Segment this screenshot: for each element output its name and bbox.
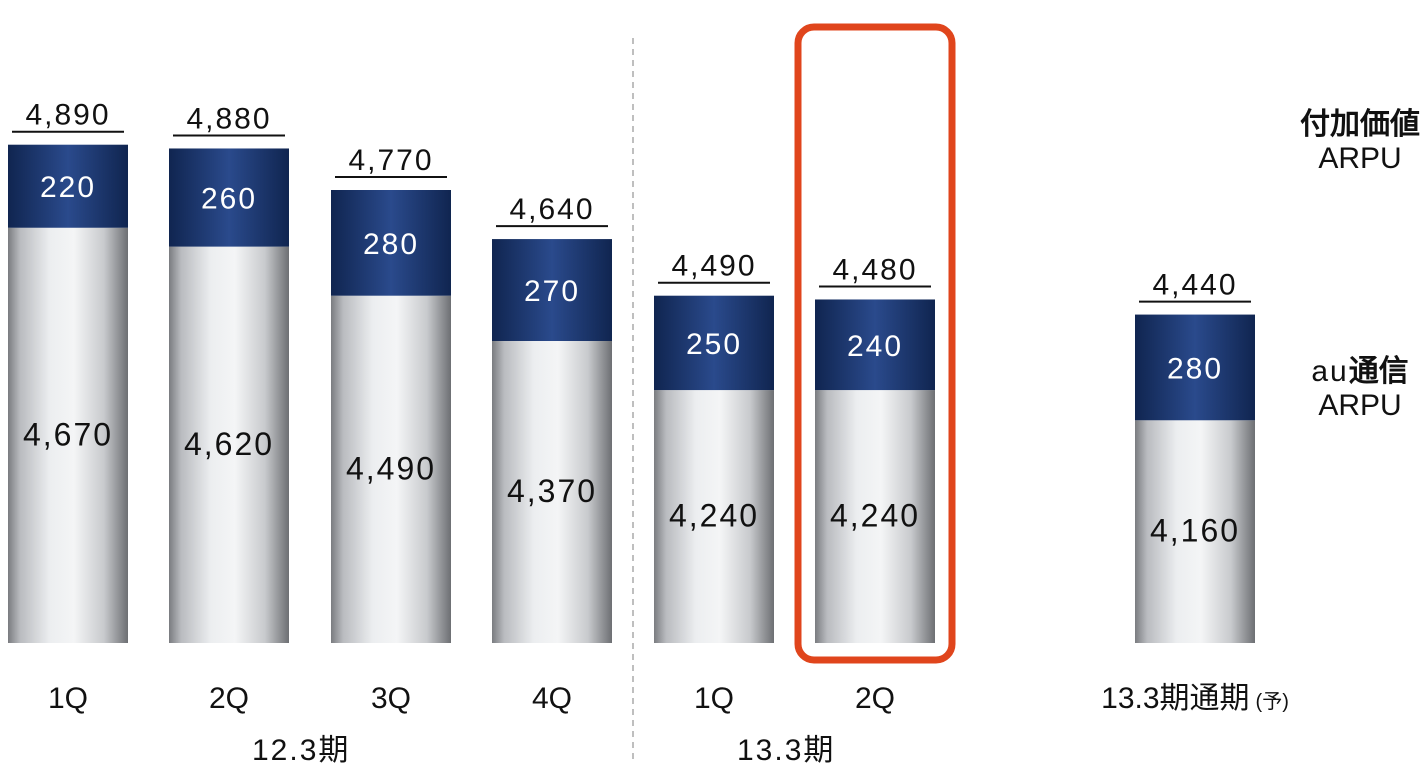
period-label-12-3: 12.3期 (252, 734, 351, 767)
au-label-5: 4,240 (830, 498, 920, 534)
au-label-6: 4,160 (1150, 513, 1240, 549)
total-label-3: 4,640 (509, 193, 594, 226)
bar-au-0 (8, 227, 128, 643)
category-suffix-6: (予) (1256, 691, 1289, 713)
bar-au-3 (492, 341, 612, 643)
value-added-label-1: 260 (201, 183, 257, 216)
au-label-line2: ARPU (1318, 389, 1402, 422)
au-label-bold: 通信 (1348, 355, 1409, 388)
au-label-prefix: au (1311, 355, 1349, 388)
category-label-3: 4Q (532, 682, 572, 715)
value-added-label-4: 250 (686, 328, 742, 361)
au-label-4: 4,240 (669, 498, 759, 534)
bar-value-added-5 (815, 299, 935, 391)
au-label-2: 4,490 (346, 450, 436, 486)
category-label-0: 1Q (48, 682, 88, 715)
period-label-13-3: 13.3期 (737, 734, 836, 767)
category-label-5: 2Q (855, 682, 895, 715)
value-added-label-2: 280 (363, 228, 419, 261)
value-added-label-3: 270 (524, 275, 580, 308)
bar-value-added-4 (654, 295, 774, 391)
total-label-6: 4,440 (1152, 269, 1237, 302)
total-label-2: 4,770 (348, 144, 433, 177)
bar-value-added-3 (492, 239, 612, 341)
value-added-label-6: 280 (1167, 352, 1223, 385)
value-added-label-5: 240 (847, 330, 903, 363)
bar-au-1 (169, 246, 289, 643)
au-label-3: 4,370 (507, 473, 597, 509)
category-label-2: 3Q (371, 682, 411, 715)
value-added-label-line1: 付加価値 (1300, 108, 1420, 141)
total-label-0: 4,890 (25, 99, 110, 132)
bar-value-added-2 (331, 190, 451, 296)
au-label-0: 4,670 (23, 416, 113, 452)
bar-au-5 (815, 390, 935, 643)
au-label-1: 4,620 (184, 426, 274, 462)
highlight-box (794, 23, 956, 664)
total-label-4: 4,490 (671, 250, 756, 283)
bar-value-added-6 (1135, 314, 1255, 421)
value-added-arpu-legend-label: 付加価値 ARPU (1290, 108, 1425, 176)
bar-au-2 (331, 295, 451, 643)
category-label-4: 1Q (694, 682, 734, 715)
bar-au-4 (654, 390, 774, 643)
category-label-1: 2Q (209, 682, 249, 715)
category-label-6: 13.3期通期 (予) (1101, 682, 1289, 715)
bar-value-added-1 (169, 148, 289, 247)
bar-au-6 (1135, 420, 1255, 643)
bar-value-added-0 (8, 144, 128, 228)
total-label-5: 4,480 (832, 253, 917, 286)
au-arpu-legend-label: au通信 ARPU (1290, 355, 1425, 423)
value-added-label-line2: ARPU (1318, 142, 1402, 175)
total-label-1: 4,880 (186, 102, 271, 135)
value-added-label-0: 220 (40, 171, 96, 204)
